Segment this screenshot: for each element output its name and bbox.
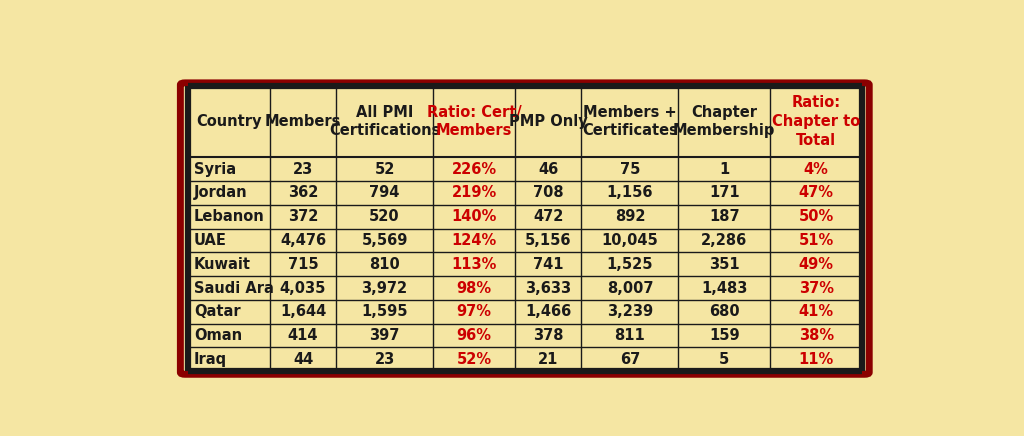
Text: 892: 892: [614, 209, 645, 224]
Text: 3,633: 3,633: [525, 280, 571, 296]
Text: Chapter
Membership: Chapter Membership: [673, 105, 775, 138]
Text: 11%: 11%: [799, 352, 834, 367]
Text: 811: 811: [614, 328, 645, 343]
Text: PMP Only: PMP Only: [509, 114, 588, 129]
Text: 2,286: 2,286: [701, 233, 748, 248]
Text: Saudi Ara: Saudi Ara: [194, 280, 273, 296]
Text: 226%: 226%: [452, 162, 497, 177]
Text: All PMI
Certifications: All PMI Certifications: [329, 105, 440, 138]
Text: Lebanon: Lebanon: [194, 209, 264, 224]
Text: Ratio:
Chapter to
Total: Ratio: Chapter to Total: [772, 95, 860, 148]
Text: 51%: 51%: [799, 233, 834, 248]
Text: 23: 23: [375, 352, 394, 367]
Text: 75: 75: [620, 162, 640, 177]
Text: 46: 46: [539, 162, 559, 177]
Text: 351: 351: [709, 257, 739, 272]
Text: 21: 21: [539, 352, 559, 367]
Text: 5: 5: [719, 352, 729, 367]
Text: 49%: 49%: [799, 257, 834, 272]
Text: 159: 159: [709, 328, 739, 343]
Text: 96%: 96%: [457, 328, 492, 343]
Text: 362: 362: [288, 185, 318, 201]
Text: UAE: UAE: [194, 233, 226, 248]
Text: 50%: 50%: [799, 209, 834, 224]
Text: 397: 397: [370, 328, 399, 343]
Text: Qatar: Qatar: [194, 304, 241, 319]
Text: Iraq: Iraq: [194, 352, 227, 367]
Text: 97%: 97%: [457, 304, 492, 319]
Text: 794: 794: [370, 185, 399, 201]
Text: 38%: 38%: [799, 328, 834, 343]
Text: 1,466: 1,466: [525, 304, 571, 319]
Text: 680: 680: [709, 304, 739, 319]
Text: 472: 472: [534, 209, 563, 224]
Text: 810: 810: [369, 257, 400, 272]
Text: Country: Country: [196, 114, 261, 129]
Text: Members +
Certificates: Members + Certificates: [582, 105, 678, 138]
Text: 4%: 4%: [804, 162, 828, 177]
Text: 4,035: 4,035: [280, 280, 327, 296]
Text: 3,239: 3,239: [607, 304, 653, 319]
Text: 5,569: 5,569: [361, 233, 408, 248]
Text: Syria: Syria: [194, 162, 236, 177]
Text: 5,156: 5,156: [525, 233, 571, 248]
Text: 124%: 124%: [452, 233, 497, 248]
Text: 187: 187: [709, 209, 739, 224]
Text: 378: 378: [534, 328, 564, 343]
Text: 171: 171: [709, 185, 739, 201]
Text: 23: 23: [293, 162, 313, 177]
Text: 4,476: 4,476: [280, 233, 326, 248]
Text: 1,595: 1,595: [361, 304, 408, 319]
Text: Members: Members: [265, 114, 341, 129]
Text: 140%: 140%: [452, 209, 497, 224]
Text: 741: 741: [534, 257, 564, 272]
Text: 1,483: 1,483: [701, 280, 748, 296]
Text: 41%: 41%: [799, 304, 834, 319]
Text: Oman: Oman: [194, 328, 242, 343]
Text: 1,644: 1,644: [280, 304, 327, 319]
Text: 3,972: 3,972: [361, 280, 408, 296]
Text: 372: 372: [288, 209, 318, 224]
Text: 219%: 219%: [452, 185, 497, 201]
Text: 708: 708: [534, 185, 564, 201]
Text: 52%: 52%: [457, 352, 492, 367]
Text: 1,525: 1,525: [606, 257, 653, 272]
Text: 44: 44: [293, 352, 313, 367]
Text: Kuwait: Kuwait: [194, 257, 251, 272]
Text: 67: 67: [620, 352, 640, 367]
Text: 414: 414: [288, 328, 318, 343]
Text: 98%: 98%: [457, 280, 492, 296]
FancyBboxPatch shape: [180, 83, 869, 374]
Text: 520: 520: [370, 209, 399, 224]
Text: 10,045: 10,045: [601, 233, 658, 248]
Text: 8,007: 8,007: [606, 280, 653, 296]
Text: 715: 715: [288, 257, 318, 272]
Text: 52: 52: [375, 162, 394, 177]
Text: 47%: 47%: [799, 185, 834, 201]
Text: Ratio: Cert/
Members: Ratio: Cert/ Members: [427, 105, 521, 138]
Text: 113%: 113%: [452, 257, 497, 272]
Text: 1: 1: [719, 162, 729, 177]
Text: 37%: 37%: [799, 280, 834, 296]
Text: 1,156: 1,156: [606, 185, 653, 201]
Text: Jordan: Jordan: [194, 185, 248, 201]
